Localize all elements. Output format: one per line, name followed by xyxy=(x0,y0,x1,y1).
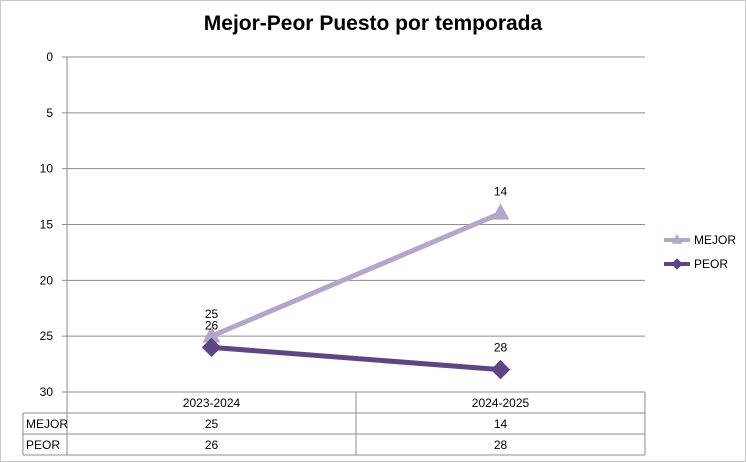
marker-peor xyxy=(490,359,511,380)
legend-swatch-marker xyxy=(671,233,683,244)
data-label-mejor: 25 xyxy=(205,307,219,321)
legend-label: MEJOR xyxy=(694,233,736,247)
x-category-label: 2024-2025 xyxy=(472,396,530,410)
legend-item-mejor: MEJOR xyxy=(662,232,746,256)
y-tick-label: 25 xyxy=(40,329,54,343)
series-lines xyxy=(209,210,503,373)
series-line-mejor xyxy=(209,210,503,339)
legend-swatch xyxy=(664,233,690,244)
marker-peor xyxy=(201,337,222,358)
y-tick-label: 10 xyxy=(40,162,54,176)
x-category-label: 2023-2024 xyxy=(183,396,241,410)
y-tick-label: 30 xyxy=(40,385,54,399)
legend-swatch-marker xyxy=(671,258,683,270)
table-cell: 28 xyxy=(494,438,508,452)
table-cell: 14 xyxy=(494,417,508,431)
table-series-name: MEJOR xyxy=(26,417,68,431)
table-cell: 26 xyxy=(205,438,219,452)
legend: MEJOR PEOR xyxy=(662,232,746,280)
y-tick-label: 0 xyxy=(46,50,53,64)
legend-swatch xyxy=(664,258,690,270)
data-label-mejor: 14 xyxy=(494,184,508,198)
data-table: 2023-2024 2024-2025 MEJOR 25 14 PEOR 26 28 xyxy=(22,391,646,456)
series-markers xyxy=(201,203,511,380)
y-axis: 0 5 10 15 20 25 30 xyxy=(40,50,68,399)
legend-item-peor: PEOR xyxy=(662,256,746,280)
marker-mejor xyxy=(491,203,510,220)
legend-label: PEOR xyxy=(694,257,729,271)
table-cell: 25 xyxy=(205,417,219,431)
data-label-peor: 28 xyxy=(494,341,508,355)
data-labels: 25 14 26 28 xyxy=(205,184,508,354)
y-tick-label: 20 xyxy=(40,273,54,287)
data-label-peor: 26 xyxy=(205,318,219,332)
series-line-peor xyxy=(209,344,503,373)
chart-title: Mejor-Peor Puesto por temporada xyxy=(203,12,543,35)
y-tick-label: 5 xyxy=(46,106,53,120)
table-series-name: PEOR xyxy=(26,438,60,452)
gridlines xyxy=(67,56,645,393)
y-tick-label: 15 xyxy=(40,218,54,232)
